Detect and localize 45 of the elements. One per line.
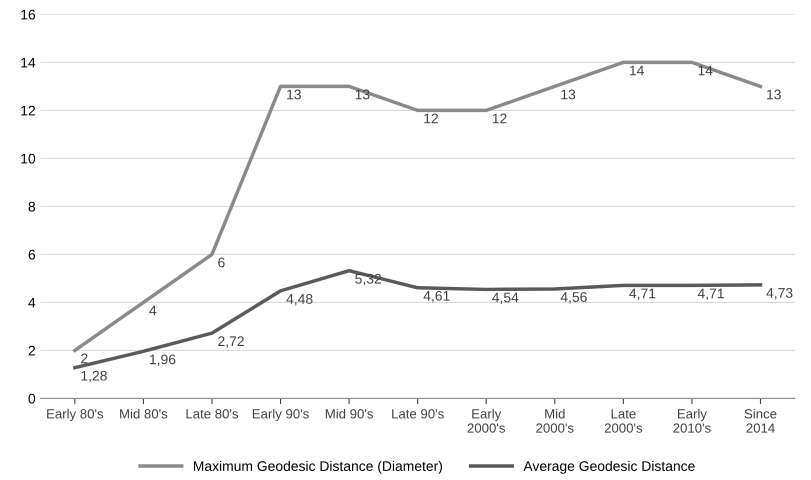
x-tick-label: Early 90's	[252, 408, 309, 422]
data-label: 13	[767, 90, 781, 100]
y-tick-label: 8	[28, 202, 36, 212]
data-label: 13	[561, 90, 576, 100]
data-label: 4,73	[766, 288, 792, 300]
x-tick-label: Early 2010's	[673, 408, 711, 433]
x-tick-label: Early 2000's	[468, 408, 505, 433]
y-tick-label: 4	[28, 298, 36, 308]
y-tick-label: 10	[21, 154, 36, 164]
data-label: 1,28	[81, 370, 107, 382]
x-tick-label: Late 80's	[186, 409, 238, 419]
data-label: 12	[424, 114, 438, 124]
data-label: 4,61	[424, 290, 450, 302]
y-tick-label: 0	[28, 394, 36, 404]
data-label: 14	[698, 66, 713, 76]
y-tick-label: 14	[21, 58, 36, 68]
line-series	[73, 268, 762, 370]
data-label: 4,71	[698, 288, 724, 300]
y-tick-label: 6	[28, 250, 36, 260]
legend-label: Average Geodesic Distance	[523, 460, 695, 474]
data-label: 2	[81, 354, 88, 364]
data-label: 13	[287, 90, 301, 100]
x-tick-label: Early 80's	[47, 408, 104, 422]
data-label: 4	[149, 306, 156, 316]
data-label: 12	[492, 114, 507, 124]
x-tick-label: Late 2000's	[604, 409, 642, 433]
data-label: 4,54	[492, 292, 518, 304]
data-label: 4,56	[560, 292, 587, 304]
x-tick-label: Mid 80's	[120, 408, 168, 419]
x-tick-label: Since 2014	[744, 408, 776, 433]
y-tick-label: 16	[21, 10, 36, 20]
data-label: 4,48	[286, 294, 313, 306]
x-tick-label: Mid 90's	[326, 408, 373, 419]
data-label: 1,96	[150, 354, 176, 366]
y-tick-label: 2	[28, 346, 35, 356]
data-label: 14	[630, 66, 644, 76]
line-series	[73, 60, 762, 352]
data-label: 5,32	[355, 274, 381, 286]
y-tick-label: 12	[21, 106, 35, 116]
x-tick-label: Mid 2000's	[536, 408, 574, 433]
x-tick-label: Late 90's	[392, 409, 444, 419]
legend-label: Maximum Geodesic Distance (Diameter)	[194, 460, 442, 474]
data-label: 6	[218, 258, 225, 268]
data-label: 4,71	[629, 288, 656, 300]
data-label: 2,72	[218, 336, 244, 348]
